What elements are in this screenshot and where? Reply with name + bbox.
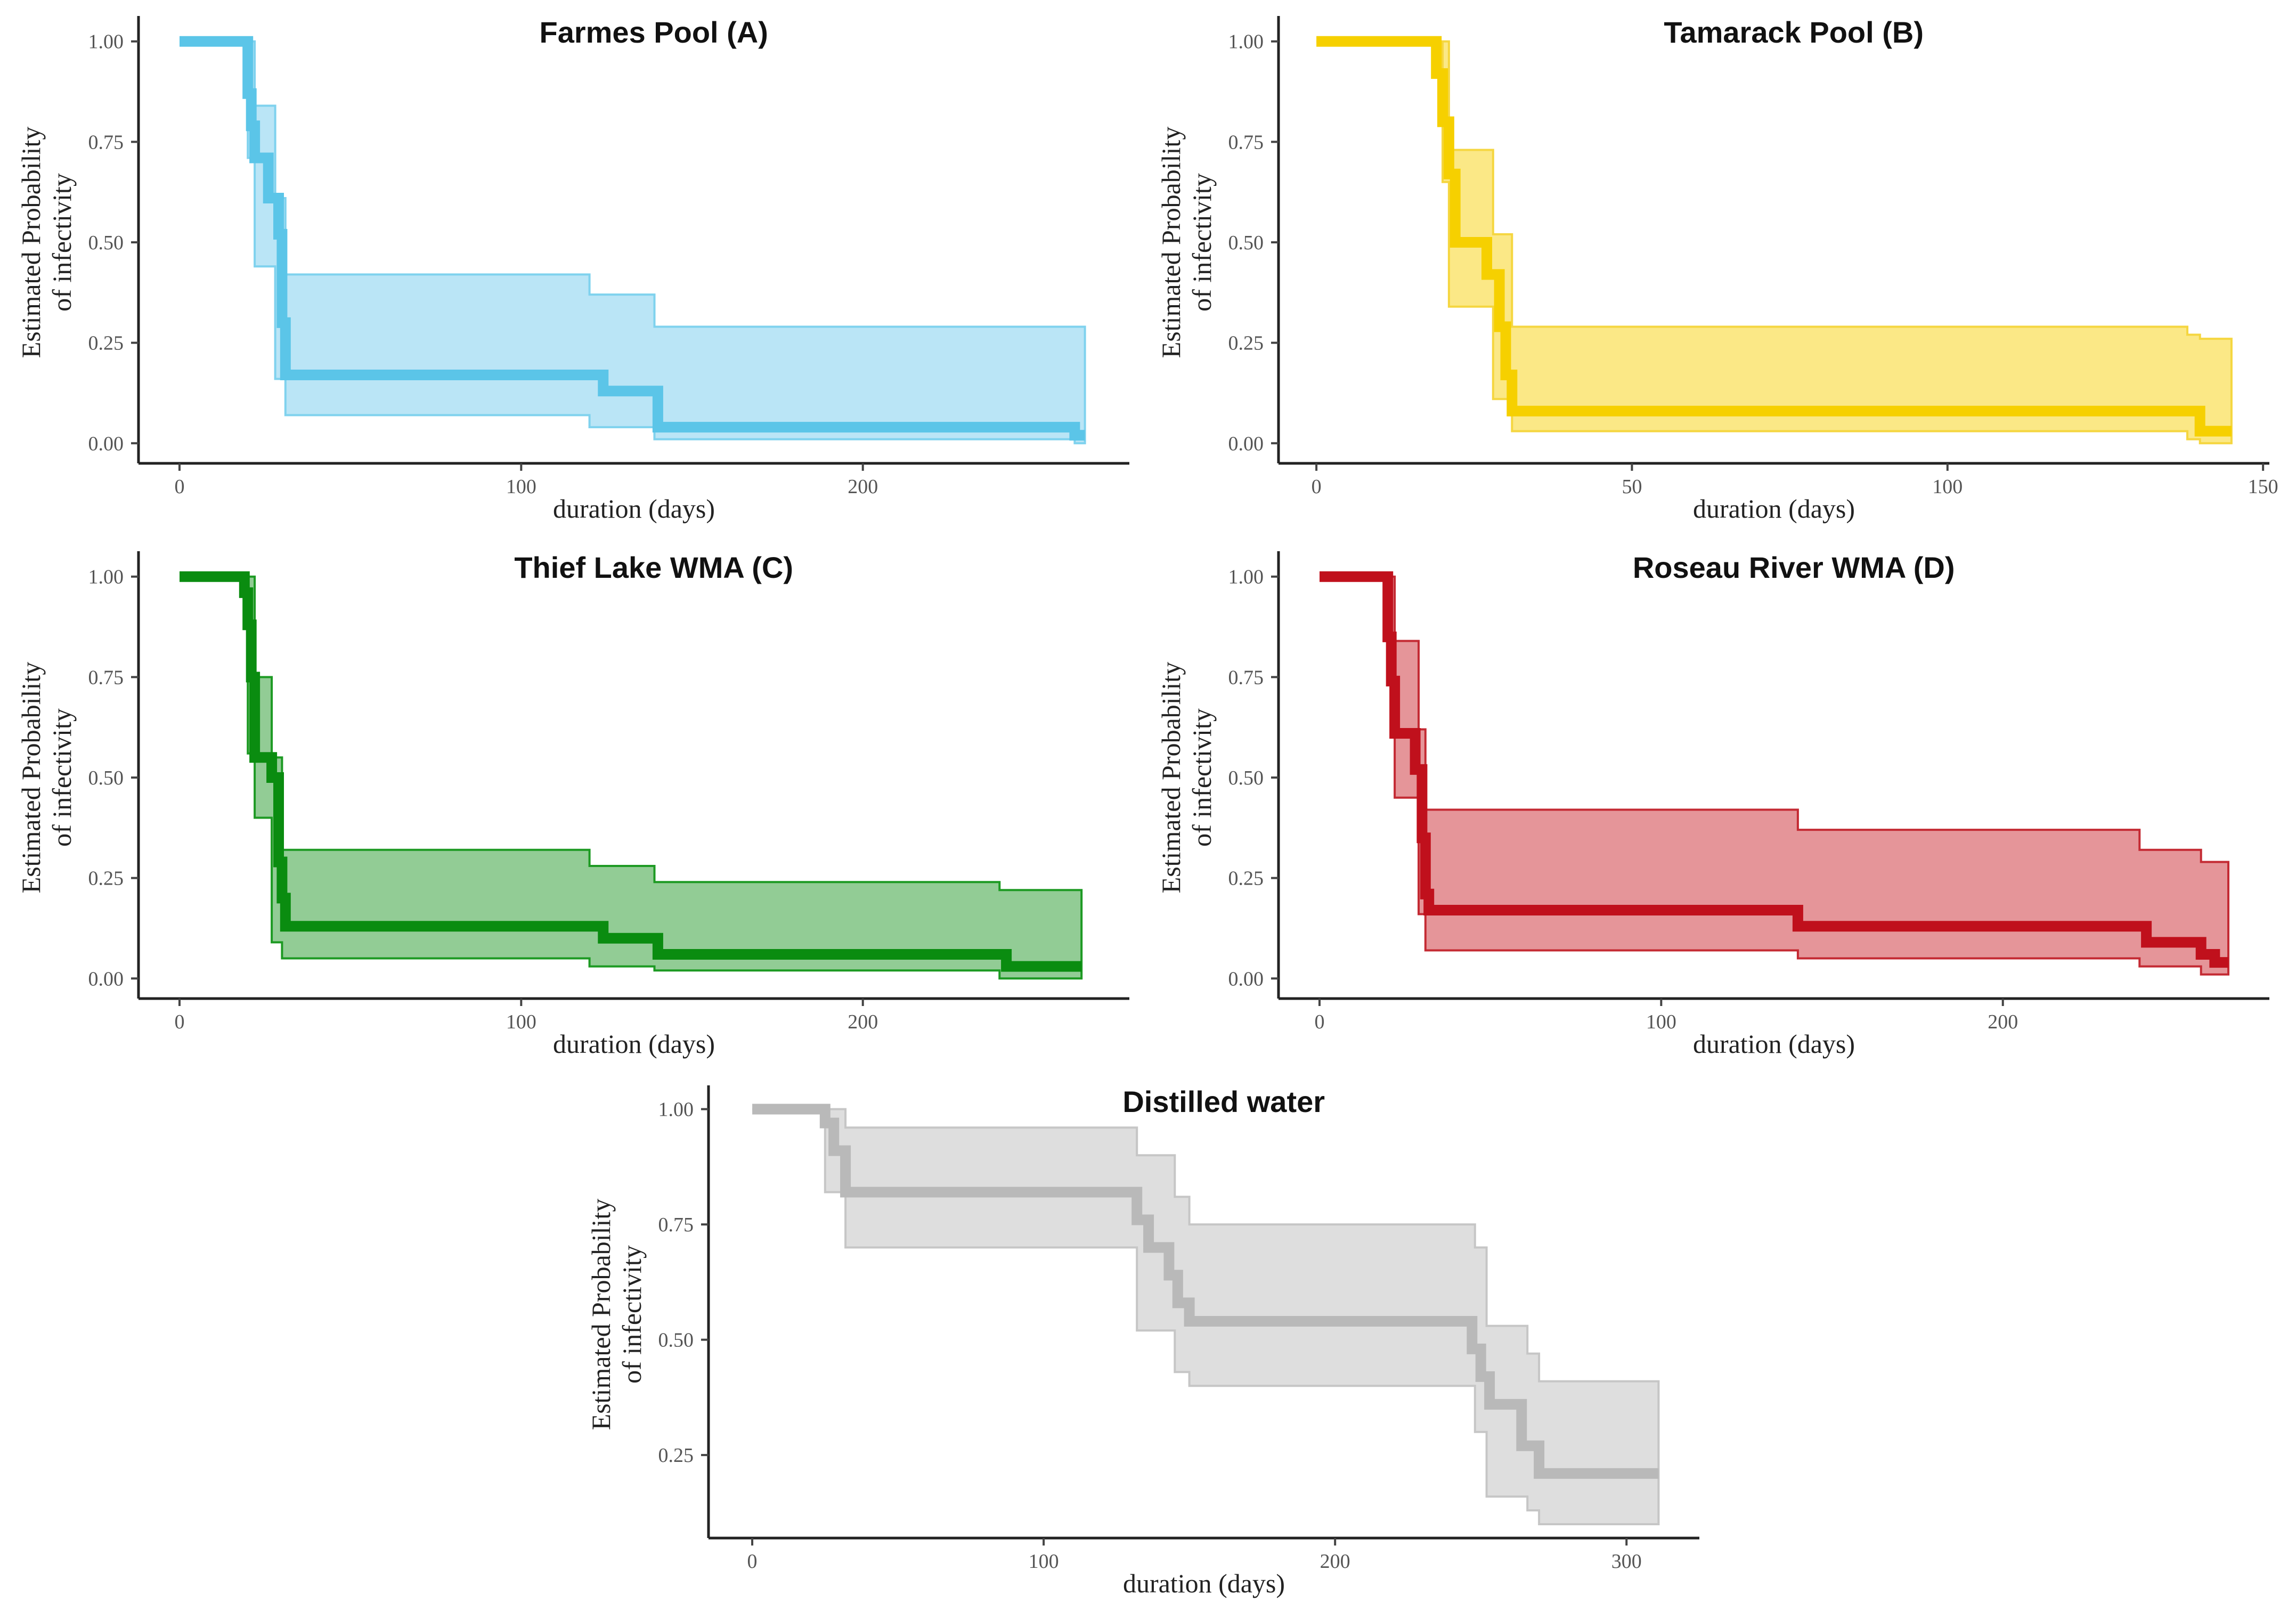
panel-title: Farmes Pool (A) [539, 15, 768, 49]
x-tick-label: 150 [2248, 476, 2278, 498]
y-tick-label: 1.00 [658, 1099, 694, 1121]
panel-4: Roseau River WMA (D) 0.00 0.25 0.50 0.75 1.00… [1156, 551, 2269, 1059]
x-tick-label: 100 [1029, 1550, 1059, 1573]
y-tick-label: 1.00 [88, 31, 124, 53]
y-tick-label: 0.75 [1228, 131, 1264, 153]
panel-5: Distilled water 0.25 0.50 0.75 1.00 0 100 200 30… [586, 1085, 1699, 1598]
confidence-band [180, 40, 1086, 445]
y-axis-label: of infectivity [1187, 173, 1217, 312]
x-tick-label: 0 [747, 1550, 758, 1573]
y-axis-label: Estimated Probability [1156, 127, 1186, 358]
panel-title: Roseau River WMA (D) [1633, 551, 1955, 584]
survival-curve [180, 571, 1082, 972]
y-axis-label: of infectivity [617, 1245, 647, 1384]
x-tick-label: 100 [1932, 476, 1963, 498]
x-tick-label: 100 [506, 1011, 536, 1033]
x-axis-label: duration (days) [553, 1029, 715, 1059]
x-tick-label: 300 [1611, 1550, 1642, 1573]
y-tick-label: 0.25 [1228, 868, 1264, 890]
y-tick-label: 0.25 [88, 332, 124, 355]
y-tick-label: 1.00 [88, 566, 124, 588]
y-tick-label: 0.50 [1228, 232, 1264, 254]
x-tick-label: 200 [848, 476, 878, 498]
panel-title: Tamarack Pool (B) [1664, 15, 1924, 49]
confidence-band [1316, 40, 2233, 445]
x-tick-label: 100 [1646, 1011, 1676, 1033]
x-axis-label: duration (days) [1693, 494, 1855, 524]
y-axis-label: of infectivity [47, 708, 77, 847]
survival-curve [1316, 36, 2232, 437]
x-axis-label: duration (days) [1123, 1568, 1285, 1598]
y-tick-label: 0.75 [88, 666, 124, 689]
y-tick-label: 0.25 [88, 868, 124, 890]
y-axis-label: of infectivity [1187, 708, 1217, 847]
survival-curve [1320, 571, 2228, 968]
y-tick-label: 0.00 [88, 432, 124, 455]
y-axis-label: Estimated Probability [586, 1199, 616, 1430]
x-tick-label: 0 [1314, 1011, 1324, 1033]
y-tick-label: 0.00 [88, 968, 124, 990]
panel-3: Thief Lake WMA (C) 0.00 0.25 0.50 0.75 1.00 0 1… [16, 551, 1129, 1059]
y-axis-label: Estimated Probability [1156, 662, 1186, 894]
y-tick-label: 0.50 [88, 232, 124, 254]
y-tick-label: 0.50 [658, 1329, 694, 1352]
x-tick-label: 200 [1988, 1011, 2018, 1033]
y-axis-label: Estimated Probability [16, 662, 46, 894]
x-tick-label: 0 [174, 476, 184, 498]
survival-curve [752, 1103, 1659, 1479]
y-tick-label: 0.75 [1228, 666, 1264, 689]
y-tick-label: 0.50 [88, 767, 124, 789]
confidence-band [180, 575, 1083, 980]
panel-title: Thief Lake WMA (C) [514, 551, 793, 584]
x-axis-label: duration (days) [1693, 1029, 1855, 1059]
x-tick-label: 200 [1320, 1550, 1350, 1573]
x-tick-label: 100 [506, 476, 536, 498]
y-tick-label: 0.25 [658, 1444, 694, 1467]
survival-curve [180, 36, 1085, 441]
y-tick-label: 0.75 [88, 131, 124, 153]
panel-2: Tamarack Pool (B) 0.00 0.25 0.50 0.75 1.00 0 50… [1156, 15, 2278, 524]
x-tick-label: 0 [174, 1011, 184, 1033]
y-axis-label: of infectivity [47, 173, 77, 312]
y-tick-label: 1.00 [1228, 31, 1264, 53]
x-tick-label: 0 [1312, 476, 1322, 498]
x-axis-label: duration (days) [553, 494, 715, 524]
y-tick-label: 0.50 [1228, 767, 1264, 789]
y-tick-label: 0.75 [658, 1214, 694, 1236]
y-tick-label: 1.00 [1228, 566, 1264, 588]
y-tick-label: 0.25 [1228, 332, 1264, 355]
x-tick-label: 200 [848, 1011, 878, 1033]
y-axis-label: Estimated Probability [16, 127, 46, 358]
x-tick-label: 50 [1622, 476, 1642, 498]
y-tick-label: 0.00 [1228, 432, 1264, 455]
y-tick-label: 0.00 [1228, 968, 1264, 990]
panel-1: Farmes Pool (A) 0.00 0.25 0.50 0.75 1.00 0 100 2… [16, 15, 1129, 524]
panel-title: Distilled water [1122, 1085, 1325, 1118]
